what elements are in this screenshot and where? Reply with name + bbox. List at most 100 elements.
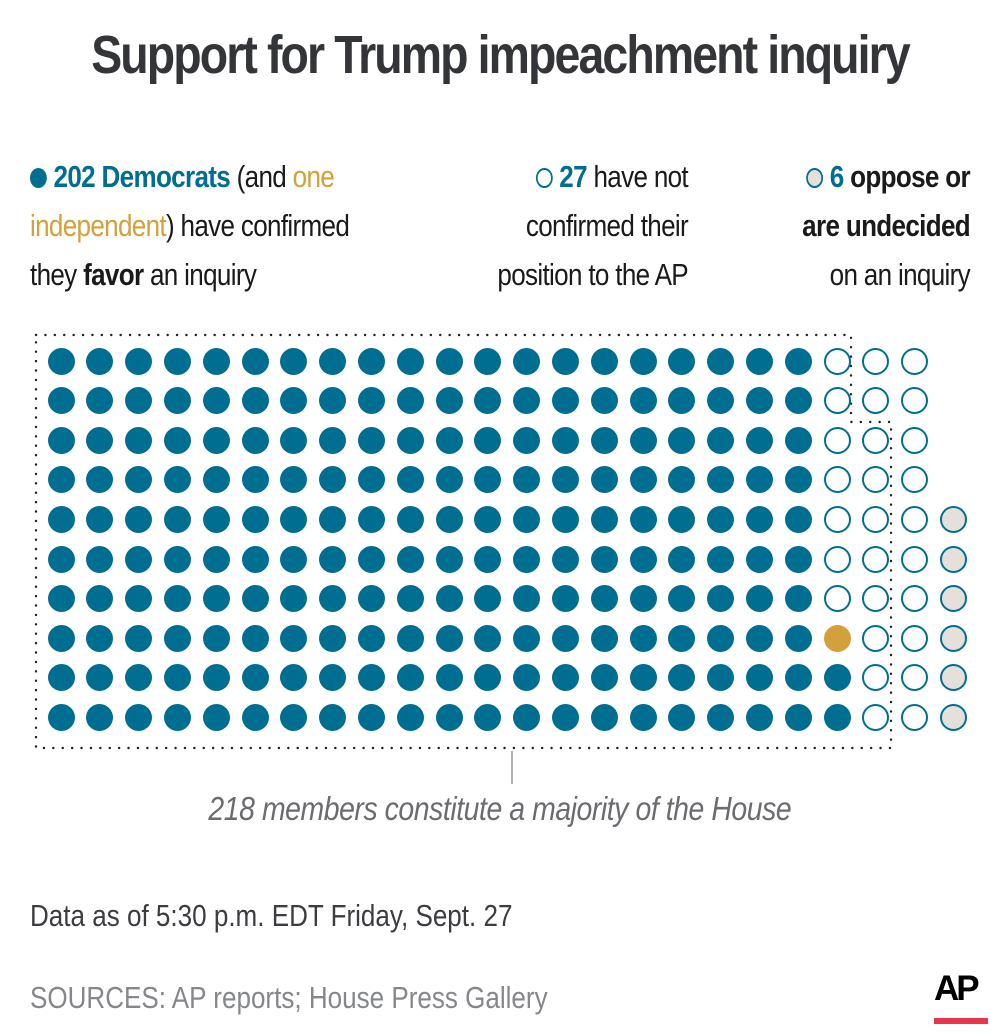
waffle-dot-fav	[745, 703, 773, 731]
waffle-dot-unc	[823, 387, 851, 415]
waffle-dot-fav	[202, 703, 230, 731]
legend-oppose: 6 oppose or are undecided on an inquiry	[700, 152, 970, 299]
waffle-dot-fav	[784, 466, 812, 494]
waffle-dot-fav	[590, 347, 618, 375]
waffle-dot-unc	[901, 387, 929, 415]
waffle-dot-fav	[629, 624, 657, 652]
waffle-dot-fav	[629, 545, 657, 573]
waffle-dot-fav	[551, 387, 579, 415]
waffle-dot-unc	[901, 585, 929, 613]
waffle-dot-fav	[474, 624, 502, 652]
waffle-dot-fav	[668, 505, 696, 533]
waffle-dot-fav	[513, 585, 541, 613]
waffle-dot-unc	[823, 426, 851, 454]
legend-favor-line2: independent) have confirmed	[30, 208, 350, 243]
waffle-dot-fav	[396, 585, 424, 613]
waffle-dot-fav	[707, 703, 735, 731]
waffle-dot-fav	[513, 387, 541, 415]
waffle-dot-fav	[396, 426, 424, 454]
waffle-dot-fav	[357, 426, 385, 454]
waffle-dot-fav	[513, 703, 541, 731]
waffle-dot-fav	[784, 505, 812, 533]
legend-unconfirmed-line1: 27 have not	[463, 152, 689, 201]
legend-oppose-line3: on an inquiry	[829, 257, 971, 292]
waffle-dot-fav	[163, 426, 191, 454]
waffle-dot-unc	[901, 426, 929, 454]
waffle-dot-fav	[784, 387, 812, 415]
waffle-dot-fav	[86, 624, 114, 652]
waffle-dot-fav	[202, 466, 230, 494]
waffle-dot-unc	[862, 585, 890, 613]
waffle-dot-fav	[629, 585, 657, 613]
waffle-dot-fav	[357, 664, 385, 692]
waffle-dot-fav	[590, 545, 618, 573]
waffle-dot-fav	[357, 703, 385, 731]
waffle-dot-fav	[241, 585, 269, 613]
waffle-dot-fav	[707, 387, 735, 415]
waffle-dot-fav	[163, 466, 191, 494]
waffle-dot-fav	[319, 664, 347, 692]
waffle-dot-fav	[125, 545, 153, 573]
waffle-dot-fav	[590, 466, 618, 494]
waffle-dot-unc	[862, 624, 890, 652]
waffle-dot-fav	[357, 347, 385, 375]
waffle-dot-fav	[202, 624, 230, 652]
waffle-dot-fav	[396, 624, 424, 652]
waffle-dot-fav	[202, 664, 230, 692]
waffle-dot-fav	[513, 466, 541, 494]
waffle-dot-fav	[163, 545, 191, 573]
chart-title: Support for Trump impeachment inquiry	[91, 25, 910, 85]
waffle-dot-fav	[590, 426, 618, 454]
waffle-dot-fav	[396, 703, 424, 731]
waffle-dot-unc	[901, 703, 929, 731]
waffle-dot-fav	[47, 426, 75, 454]
waffle-dot-fav	[745, 505, 773, 533]
waffle-dot-fav	[202, 585, 230, 613]
waffle-dot-fav	[745, 545, 773, 573]
waffle-dot-fav	[319, 347, 347, 375]
waffle-dot-unc	[901, 545, 929, 573]
waffle-dot-fav	[47, 703, 75, 731]
waffle-dot-fav	[86, 585, 114, 613]
waffle-dot-fav	[435, 585, 463, 613]
waffle-dot-fav	[319, 585, 347, 613]
waffle-dot-unc	[901, 466, 929, 494]
waffle-dot-fav	[745, 664, 773, 692]
waffle-dot-fav	[668, 703, 696, 731]
waffle-dot-fav	[435, 505, 463, 533]
waffle-dot-fav	[784, 585, 812, 613]
waffle-dot-fav	[823, 703, 851, 731]
waffle-dot-fav	[668, 545, 696, 573]
waffle-dot-fav	[551, 624, 579, 652]
waffle-dot-fav	[590, 505, 618, 533]
waffle-dot-fav	[125, 505, 153, 533]
waffle-dot-fav	[784, 703, 812, 731]
sources-credit: SOURCES: AP reports; House Press Gallery	[30, 980, 548, 1015]
waffle-dot-fav	[163, 703, 191, 731]
waffle-dot-fav	[86, 703, 114, 731]
data-timestamp: Data as of 5:30 p.m. EDT Friday, Sept. 2…	[30, 898, 513, 933]
waffle-dot-fav	[280, 466, 308, 494]
waffle-dot-fav	[357, 545, 385, 573]
waffle-dot-fav	[745, 585, 773, 613]
waffle-dot-unc	[862, 664, 890, 692]
legend-unconfirmed-line2: confirmed their	[525, 208, 689, 243]
waffle-dot-fav	[319, 545, 347, 573]
waffle-dot-unc	[862, 387, 890, 415]
waffle-dot-fav	[125, 426, 153, 454]
waffle-dot-fav	[590, 664, 618, 692]
waffle-dot-fav	[707, 347, 735, 375]
waffle-dot-unc	[862, 505, 890, 533]
waffle-dot-fav	[241, 545, 269, 573]
waffle-dot-fav	[125, 624, 153, 652]
waffle-dot-fav	[86, 664, 114, 692]
waffle-dot-fav	[357, 466, 385, 494]
waffle-dot-fav	[513, 545, 541, 573]
waffle-dot-fav	[745, 347, 773, 375]
waffle-dot-fav	[435, 545, 463, 573]
waffle-dot-fav	[745, 624, 773, 652]
waffle-dot-fav	[163, 624, 191, 652]
waffle-dot-unc	[862, 426, 890, 454]
waffle-dot-fav	[280, 505, 308, 533]
waffle-dot-fav	[125, 347, 153, 375]
